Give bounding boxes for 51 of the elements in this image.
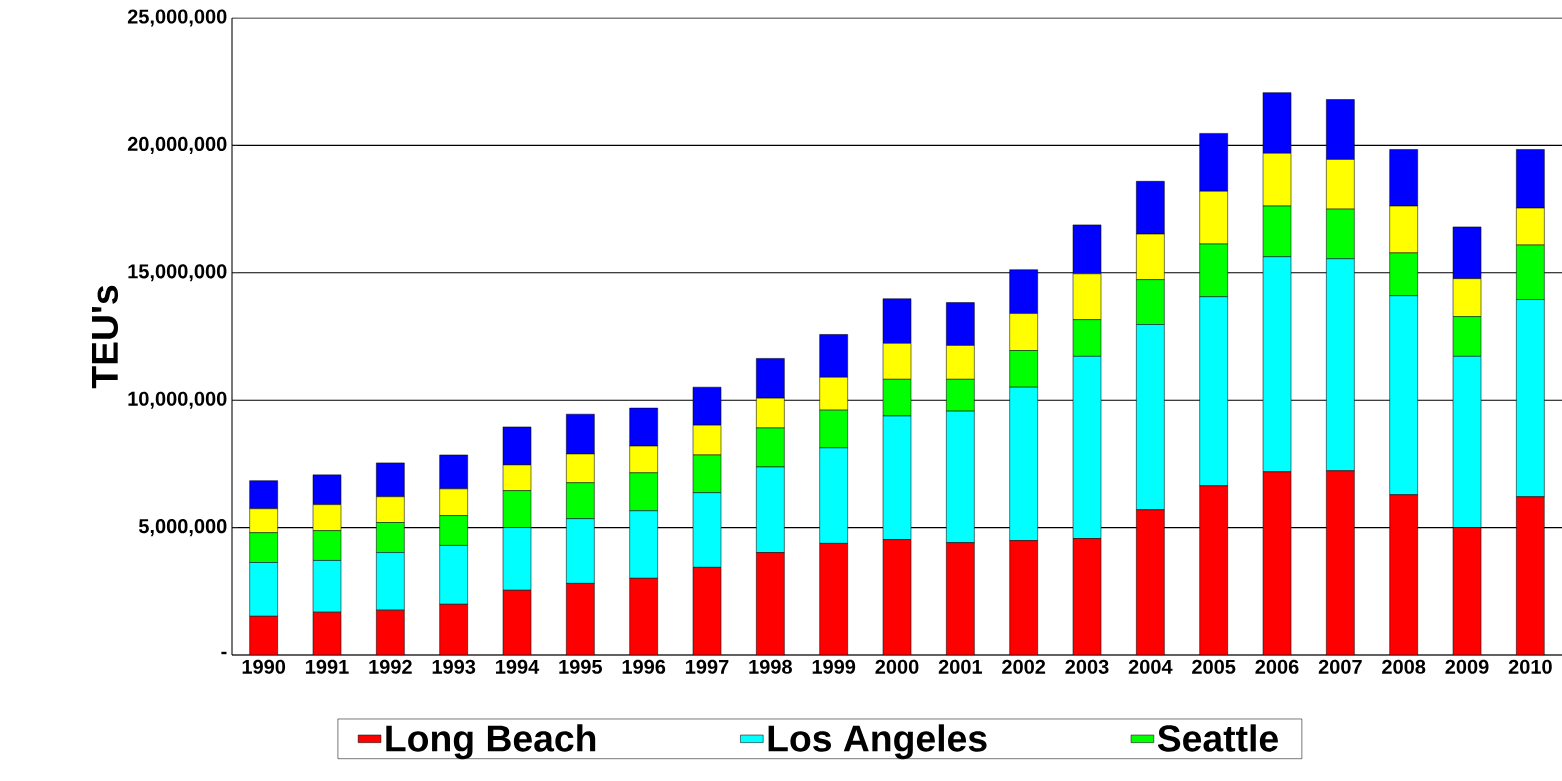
x-tick-label: 2000 [875,659,919,674]
x-tick-label: 2009 [1445,659,1489,674]
bar [1009,540,1038,655]
bar [819,543,848,655]
bar [1199,485,1228,655]
x-tick-label: 1990 [242,659,286,674]
y-tick-label: 10,000,000 [128,391,227,409]
x-tick-label: 1994 [496,659,540,674]
x-tick-label: 1995 [559,659,603,674]
bar [756,552,785,655]
x-tick-label: 2006 [1255,659,1299,674]
legend-label: Seattle [1157,724,1278,752]
bar [1262,471,1292,655]
bar [1326,470,1355,655]
x-tick-label: 1991 [306,659,349,674]
x-tick-label: 1999 [812,659,856,674]
y-tick-label: 25,000,000 [127,9,227,27]
bar [1389,494,1418,655]
bar [1516,496,1545,655]
y-tick-label: 20,000,000 [127,136,227,154]
bar [882,539,912,655]
x-tick-label: 1992 [369,659,412,674]
bar [502,590,532,655]
x-tick-label: 1998 [749,659,792,674]
x-tick-label: 2003 [1065,659,1109,674]
legend-label: Los Angeles [768,724,987,760]
legend-label: Long Beach [386,724,596,760]
x-tick-label: 2002 [1002,659,1046,674]
bar [1452,527,1482,655]
x-tick-label: 2010 [1508,659,1552,674]
x-tick-label: 2005 [1192,659,1236,674]
x-tick-label: 1996 [622,659,666,674]
bar [1136,509,1165,655]
x-tick-label: 1997 [686,659,729,674]
y-tick-label: 15,000,000 [128,264,227,282]
bar [566,583,595,655]
y-tick-label: - [221,651,227,655]
bar [1072,538,1102,655]
x-tick-label: 1993 [432,659,476,674]
bar [439,604,468,655]
x-tick-label: 2001 [938,659,983,674]
x-tick-label: 2008 [1382,659,1426,674]
y-tick-label: 5,000,000 [138,519,227,537]
bar [946,542,975,655]
y-axis-title: TEU's [91,285,119,389]
bar [376,609,405,655]
bar [249,616,278,655]
x-tick-label: 2004 [1128,659,1173,674]
bar [629,578,658,655]
x-tick-label: 2007 [1318,659,1362,674]
bar [692,567,722,655]
